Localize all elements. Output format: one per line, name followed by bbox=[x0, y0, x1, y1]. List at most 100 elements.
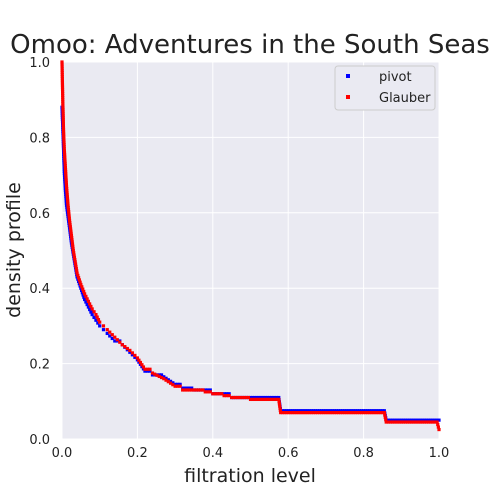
data-point bbox=[376, 409, 380, 413]
data-point bbox=[281, 409, 285, 413]
data-point bbox=[255, 395, 259, 400]
data-point bbox=[334, 411, 338, 415]
chart-title: Omoo: Adventures in the South Seas bbox=[10, 30, 490, 60]
data-point bbox=[208, 388, 212, 392]
data-point bbox=[232, 395, 236, 400]
data-point bbox=[311, 409, 315, 413]
data-point bbox=[359, 409, 364, 413]
data-point bbox=[61, 126, 66, 130]
data-point bbox=[110, 336, 114, 341]
y-tick-label: 0.8 bbox=[29, 131, 50, 146]
data-point bbox=[63, 159, 67, 163]
data-point bbox=[67, 218, 72, 222]
data-point bbox=[362, 411, 366, 415]
data-point bbox=[416, 418, 420, 422]
data-point bbox=[173, 384, 177, 388]
data-point bbox=[382, 409, 386, 413]
data-point bbox=[355, 409, 359, 413]
data-point bbox=[220, 392, 224, 396]
data-point bbox=[332, 411, 336, 415]
data-point bbox=[71, 248, 75, 253]
data-point bbox=[62, 149, 66, 153]
data-point bbox=[328, 409, 332, 413]
x-tick-label: 1.0 bbox=[429, 446, 450, 461]
data-point bbox=[234, 395, 238, 400]
data-point bbox=[299, 409, 303, 413]
data-point bbox=[61, 91, 65, 96]
data-point bbox=[301, 411, 305, 415]
data-point bbox=[60, 66, 64, 70]
data-point bbox=[105, 331, 109, 336]
data-point bbox=[159, 375, 164, 380]
grid-lines bbox=[61, 61, 440, 440]
data-point bbox=[61, 110, 65, 114]
data-point bbox=[437, 427, 441, 432]
data-point bbox=[313, 411, 318, 415]
data-point bbox=[62, 145, 66, 149]
data-point bbox=[133, 355, 137, 359]
data-point bbox=[320, 411, 324, 415]
data-point bbox=[60, 64, 64, 68]
data-point bbox=[287, 409, 291, 413]
data-point bbox=[341, 411, 345, 415]
data-point bbox=[318, 411, 322, 415]
data-point bbox=[246, 395, 251, 400]
data-point bbox=[61, 128, 66, 132]
data-point bbox=[435, 418, 439, 422]
data-point bbox=[178, 382, 182, 386]
data-point bbox=[157, 374, 161, 379]
data-point bbox=[299, 411, 303, 415]
data-point bbox=[265, 397, 269, 402]
data-point bbox=[63, 168, 68, 172]
data-point bbox=[94, 312, 98, 317]
data-point bbox=[60, 70, 64, 75]
data-point bbox=[181, 386, 185, 390]
data-point bbox=[66, 205, 70, 210]
data-point bbox=[405, 420, 410, 424]
data-point bbox=[217, 392, 222, 396]
data-point bbox=[61, 120, 65, 124]
data-point bbox=[403, 418, 408, 422]
data-point bbox=[267, 395, 271, 400]
data-point bbox=[309, 411, 313, 415]
data-point bbox=[240, 395, 244, 400]
data-point bbox=[324, 409, 328, 413]
legend-box bbox=[334, 65, 436, 111]
data-point bbox=[320, 409, 324, 413]
data-point bbox=[125, 346, 129, 351]
data-point bbox=[255, 397, 259, 402]
data-point bbox=[65, 186, 69, 191]
data-point bbox=[88, 307, 92, 312]
data-point bbox=[108, 334, 112, 338]
data-point bbox=[79, 282, 83, 287]
data-point bbox=[259, 397, 263, 402]
data-point bbox=[71, 244, 75, 248]
data-point bbox=[84, 294, 88, 298]
data-point bbox=[70, 240, 74, 244]
data-point bbox=[185, 388, 189, 392]
data-point bbox=[199, 388, 203, 392]
data-point bbox=[82, 295, 86, 299]
data-point bbox=[148, 369, 152, 373]
data-point bbox=[293, 411, 297, 415]
data-point bbox=[162, 377, 166, 381]
data-point bbox=[303, 411, 307, 415]
data-point bbox=[349, 411, 353, 415]
data-point bbox=[386, 420, 390, 424]
data-point bbox=[82, 289, 86, 294]
data-point bbox=[287, 411, 291, 415]
data-point bbox=[263, 397, 267, 402]
data-point bbox=[60, 77, 64, 81]
data-point bbox=[164, 378, 168, 382]
data-point bbox=[63, 163, 67, 168]
data-point bbox=[62, 142, 66, 147]
data-point bbox=[61, 102, 65, 106]
data-point bbox=[74, 267, 78, 271]
data-point bbox=[105, 328, 109, 332]
data-point bbox=[355, 411, 359, 415]
data-point bbox=[238, 395, 242, 400]
data-point bbox=[65, 189, 69, 193]
data-point bbox=[437, 418, 441, 422]
data-point bbox=[65, 193, 69, 197]
data-point bbox=[76, 276, 81, 280]
